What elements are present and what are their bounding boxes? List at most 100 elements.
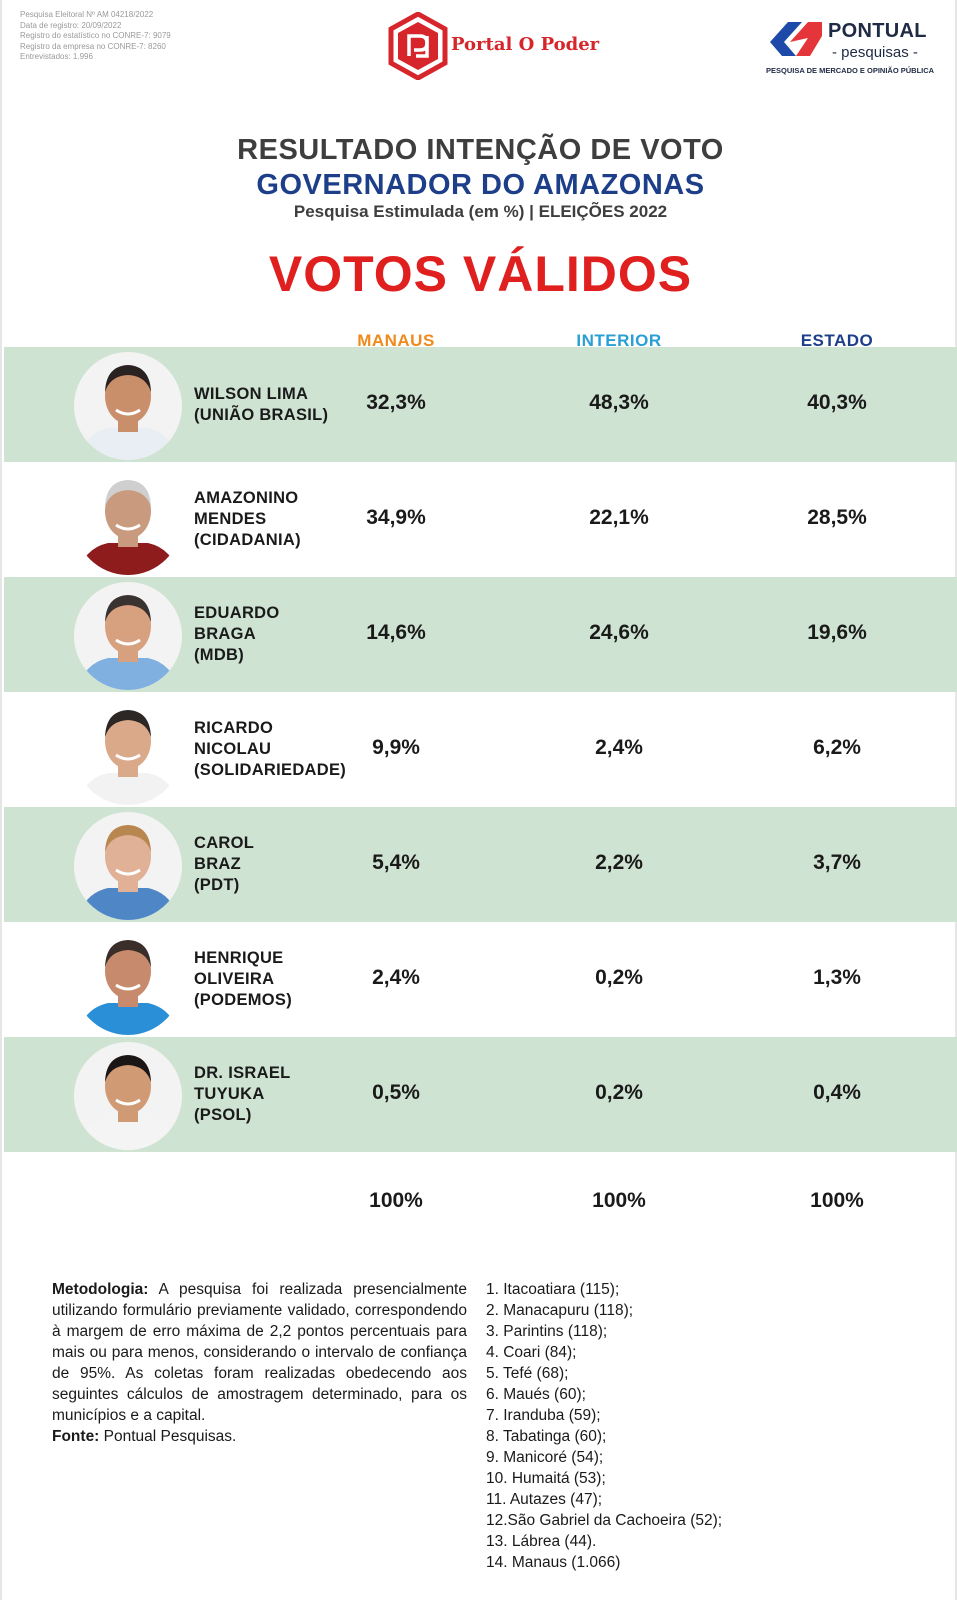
candidate-name: EDUARDO BRAGA (MDB) [194,603,280,666]
total-manaus: 100% [369,1189,423,1212]
candidate-photo [78,710,178,805]
methodology-body: A pesquisa foi realizada presencialmente… [52,1281,467,1424]
total-estado: 100% [810,1189,864,1212]
municipality-item: 1. Itacoatiara (115); [486,1281,620,1298]
value-estado: 6,2% [813,736,861,759]
municipality-item: 9. Manicoré (54); [486,1449,604,1466]
municipality-item: 11. Autazes (47); [486,1491,603,1508]
total-interior: 100% [592,1189,646,1212]
candidate-photo [78,480,178,575]
source-body: Pontual Pesquisas. [99,1428,237,1445]
candidate-name: DR. ISRAEL TUYUKA (PSOL) [194,1063,291,1126]
title-survey-type: Pesquisa Estimulada (em %) | ELEIÇÕES 20… [293,202,668,221]
value-manaus: 32,3% [366,391,426,414]
candidate-name-line: AMAZONINO [194,489,299,507]
municipality-item: 10. Humaitá (53); [486,1470,606,1487]
pontual-name: PONTUAL [828,20,927,42]
value-interior: 2,4% [595,736,643,759]
candidate-row: RICARDO NICOLAU (SOLIDARIEDADE) 9,9% 2,4% 6,2… [4,692,957,807]
candidate-name-line: (MDB) [194,646,245,664]
municipality-item: 6. Maués (60); [486,1386,586,1403]
portal-o-poder-emblem-icon [388,12,448,80]
value-manaus: 5,4% [372,851,420,874]
candidate-name-line: RICARDO [194,719,274,737]
candidate-row: CAROL BRAZ (PDT) 5,4% 2,2% 3,7% [4,807,957,922]
candidate-name: RICARDO NICOLAU (SOLIDARIEDADE) [194,718,346,781]
candidate-name-line: (PDT) [194,876,240,894]
registration-info: Pesquisa Eleitoral Nº AM 04218/2022 Data… [20,10,171,63]
value-manaus: 0,5% [372,1081,420,1104]
value-manaus: 14,6% [366,621,426,644]
value-estado: 40,3% [807,391,867,414]
value-interior: 48,3% [589,391,649,414]
municipality-item: 3. Parintins (118); [486,1323,608,1340]
title-governor: GOVERNADOR DO AMAZONAS [256,169,705,201]
candidate-row: WILSON LIMA (UNIÃO BRASIL) 32,3% 48,3% 40,3% [4,347,957,462]
pontual-pesquisas-emblem-icon [770,22,822,56]
candidate-name-line: (SOLIDARIEDADE) [194,761,347,779]
candidate-name: AMAZONINO MENDES (CIDADANIA) [194,488,301,551]
candidate-name-line: HENRIQUE [194,949,284,967]
column-header-interior: INTERIOR [576,331,662,350]
municipality-item: 13. Lábrea (44). [486,1533,597,1550]
value-manaus: 34,9% [366,506,426,529]
value-interior: 2,2% [595,851,643,874]
value-estado: 28,5% [807,506,867,529]
candidate-photo [74,812,182,920]
value-estado: 1,3% [813,966,861,989]
municipality-list: 1. Itacoatiara (115); 2. Manacapuru (118)… [486,1279,722,1573]
municipality-item: 5. Tefé (68); [486,1365,569,1382]
municipality-item: 12.São Gabriel da Cachoeira (52); [486,1512,723,1529]
portal-o-poder-text: Portal O Poder [451,34,600,55]
candidate-name-line: TUYUKA [194,1085,265,1103]
value-manaus: 9,9% [372,736,420,759]
candidate-name-line: WILSON LIMA [194,385,309,403]
value-estado: 0,4% [813,1081,861,1104]
candidate-name-line: (CIDADANIA) [194,531,301,549]
candidate-name-line: CAROL [194,834,255,852]
candidate-name-line: OLIVEIRA [194,970,275,988]
candidate-name: HENRIQUE OLIVEIRA (PODEMOS) [194,948,292,1011]
candidate-name-line: DR. ISRAEL [194,1064,291,1082]
pontual-subtitle: - pesquisas - [832,44,918,61]
candidate-photo [74,352,182,460]
value-interior: 22,1% [589,506,649,529]
column-header-estado: ESTADO [800,331,874,350]
title-valid-votes: VOTOS VÁLIDOS [268,246,693,302]
value-manaus: 2,4% [372,966,420,989]
candidate-name: WILSON LIMA (UNIÃO BRASIL) [194,384,328,426]
candidate-photo [78,940,178,1035]
candidate-name-line: (PSOL) [194,1106,252,1124]
registration-line: Registro do estatístico no CONRE-7: 9079 [20,31,171,40]
registration-line: Entrevistados: 1.996 [20,52,93,61]
candidate-name-line: BRAGA [194,625,256,643]
candidate-name-line: EDUARDO [194,604,280,622]
candidate-name-line: (UNIÃO BRASIL) [194,406,329,424]
methodology-label: Metodologia: [52,1281,149,1298]
candidate-name: CAROL BRAZ (PDT) [194,833,254,896]
pontual-pesquisas-logo: PONTUAL - pesquisas - PESQUISA DE MERCAD… [762,14,942,84]
registration-line: Registro da empresa no CONRE-7: 8260 [20,41,166,51]
municipality-item: 2. Manacapuru (118); [486,1302,634,1319]
value-estado: 3,7% [813,851,861,874]
candidate-photo [74,582,182,690]
candidate-name-line: MENDES [194,510,267,528]
candidate-name-line: (PODEMOS) [194,991,293,1009]
candidate-name-line: NICOLAU [194,740,272,758]
candidate-name-line: BRAZ [194,855,242,873]
value-estado: 19,6% [807,621,867,644]
methodology-text: Metodologia: A pesquisa foi realizada pr… [52,1279,467,1447]
municipality-item: 8. Tabatinga (60); [486,1428,607,1445]
municipality-item: 7. Iranduba (59); [486,1407,601,1424]
candidate-row: HENRIQUE OLIVEIRA (PODEMOS) 2,4% 0,2% 1,3% [4,922,957,1037]
source-label: Fonte: [52,1428,100,1445]
registration-line: Data de registro: 20/09/2022 [20,20,122,30]
pontual-tagline: PESQUISA DE MERCADO E OPINIÃO PÚBLICA [766,66,935,75]
title-result: RESULTADO INTENÇÃO DE VOTO [237,134,724,166]
value-interior: 0,2% [595,966,643,989]
municipality-item: 14. Manaus (1.066) [486,1554,621,1571]
candidate-row: DR. ISRAEL TUYUKA (PSOL) 0,5% 0,2% 0,4% [4,1037,957,1152]
portal-o-poder-logo: Portal O Poder [387,12,599,80]
candidate-row: EDUARDO BRAGA (MDB) 14,6% 24,6% 19,6% [4,577,957,692]
